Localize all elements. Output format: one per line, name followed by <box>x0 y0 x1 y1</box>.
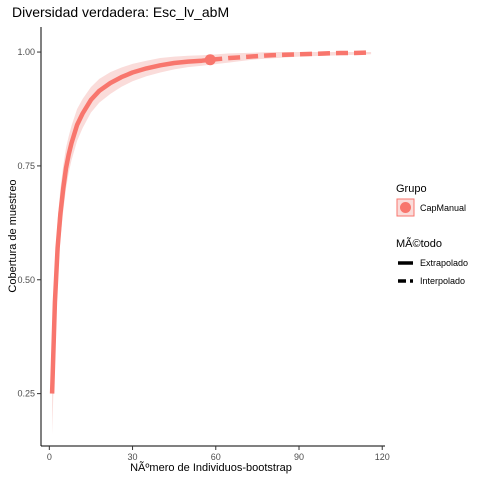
x-tick-label: 0 <box>47 452 52 462</box>
reference-sample-point <box>204 54 216 66</box>
axes: 0 30 60 90 120 0.25 0.50 0.75 1.00 <box>17 27 390 462</box>
x-axis-title: NÃºmero de Individuos-bootstrap <box>130 461 292 474</box>
series-line-extrapolado <box>49 57 211 394</box>
y-tick-label: 0.25 <box>17 389 35 399</box>
chart-title: Diversidad verdadera: Esc_lv_abM <box>12 4 229 20</box>
ci-ribbon-extrapolado <box>52 54 211 435</box>
series-line-interpolado <box>209 50 372 63</box>
y-tick-label: 0.50 <box>17 275 35 285</box>
legend-group-title: Grupo <box>396 183 427 195</box>
y-axis-title: Cobertura de muestreo <box>7 179 19 292</box>
x-tick-label: 120 <box>375 452 390 462</box>
x-tick-label: 90 <box>294 452 304 462</box>
x-tick-label: 30 <box>128 452 138 462</box>
x-tick-label: 60 <box>211 452 221 462</box>
plot-area <box>49 50 372 435</box>
y-tick-label: 0.75 <box>17 161 35 171</box>
y-tick-label: 1.00 <box>17 47 35 57</box>
legend: Grupo CapManual MÃ©todo Extrapolado Inte… <box>396 183 468 286</box>
legend-interpolado-label: Interpolado <box>420 276 465 286</box>
legend-group-point <box>400 202 411 213</box>
legend-group-label: CapManual <box>420 203 466 213</box>
legend-extrapolado-label: Extrapolado <box>420 258 468 268</box>
legend-method-title: MÃ©todo <box>396 237 442 250</box>
